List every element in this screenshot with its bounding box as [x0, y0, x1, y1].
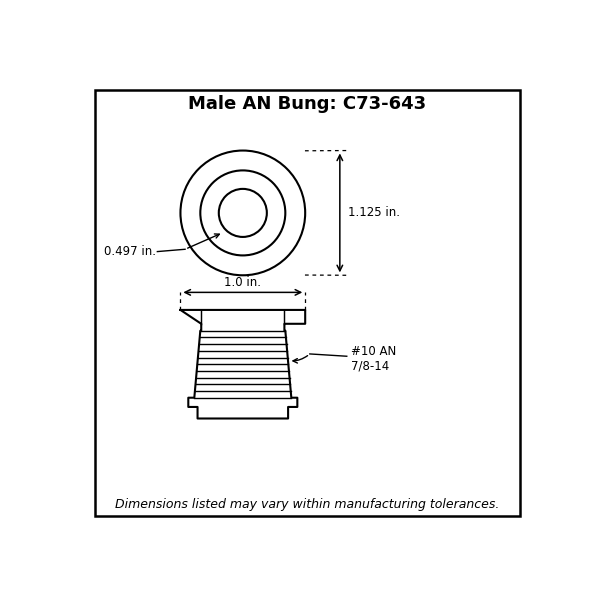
Text: 1.125 in.: 1.125 in. — [348, 206, 400, 220]
Text: 1.0 in.: 1.0 in. — [224, 276, 262, 289]
Text: 7/8-14: 7/8-14 — [352, 360, 389, 373]
Text: 0.497 in.: 0.497 in. — [104, 245, 157, 258]
Text: #10 AN: #10 AN — [352, 345, 397, 358]
Text: Dimensions listed may vary within manufacturing tolerances.: Dimensions listed may vary within manufa… — [115, 499, 500, 511]
Text: Male AN Bung: C73-643: Male AN Bung: C73-643 — [188, 95, 427, 113]
